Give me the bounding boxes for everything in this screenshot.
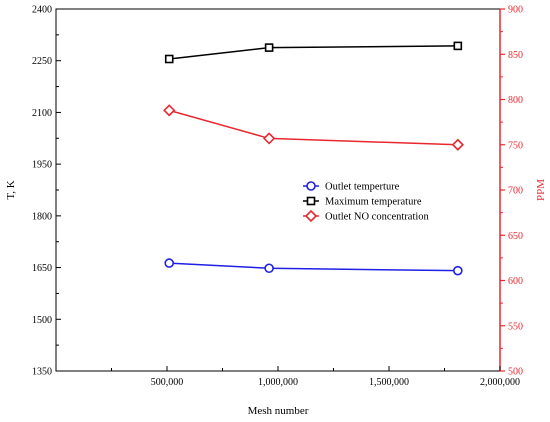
- y-left-tick-label: 1350: [32, 367, 52, 378]
- plot-frame: [55, 8, 501, 372]
- legend-marker: [304, 209, 318, 223]
- legend-marker: [306, 196, 316, 206]
- x-tick-label: 2,000,000: [480, 377, 520, 388]
- y-left-tick-label: 2250: [32, 56, 52, 67]
- series-layer: [163, 41, 464, 276]
- x-tick-label: 500,000: [151, 377, 184, 388]
- data-point: [262, 132, 276, 145]
- data-point: [264, 43, 274, 52]
- x-tick-label: 1,000,000: [258, 377, 298, 388]
- y-right-tick-label: 750: [508, 140, 523, 151]
- series-line: [169, 262, 458, 272]
- data-point: [163, 104, 176, 117]
- y-right-tick-label: 900: [508, 5, 523, 16]
- series-group: [163, 104, 464, 151]
- series-line: [169, 109, 458, 146]
- data-point: [164, 258, 175, 268]
- x-axis-title: Mesh number: [248, 405, 309, 417]
- y-right-tick-label: 500: [508, 367, 523, 378]
- x-tick-label: 1,500,000: [369, 377, 409, 388]
- legend-marker: [306, 181, 316, 191]
- y-left-tick-label: 2100: [32, 108, 52, 119]
- series-group: [164, 41, 463, 64]
- legend-label: Outlet NO concentration: [325, 212, 430, 223]
- data-point: [451, 138, 464, 151]
- legend-label: Outlet temperture: [325, 182, 400, 193]
- y-left-tick-label: 2400: [32, 5, 52, 16]
- y-left-axis-title: T, K: [5, 180, 17, 199]
- series-line: [169, 45, 458, 60]
- y-right-tick-label: 850: [508, 50, 523, 61]
- y-right-tick-label: 650: [508, 231, 523, 242]
- y-right-tick-label: 600: [508, 276, 523, 287]
- y-right-tick-label: 550: [508, 321, 523, 332]
- y-right-axis-title: PPM: [535, 179, 547, 201]
- y-right-tick-label: 700: [508, 186, 523, 197]
- series-group: [164, 258, 463, 276]
- data-point: [264, 263, 274, 274]
- legend-label: Maximum temperature: [325, 197, 422, 208]
- y-left-tick-label: 1950: [32, 160, 52, 171]
- y-right-tick-label: 800: [508, 95, 523, 106]
- y-left-tick-label: 1800: [32, 211, 52, 222]
- ticks-layer: 500,000 1,000,000 1,500,000 2,000,000 1350 15…: [32, 5, 523, 389]
- legend: Outlet temperture Maximum temperature Outl…: [303, 181, 430, 223]
- data-point: [164, 54, 174, 64]
- data-point: [453, 41, 463, 51]
- data-point: [453, 265, 463, 276]
- y-left-tick-label: 1500: [32, 315, 52, 326]
- y-left-tick-label: 1650: [32, 263, 52, 274]
